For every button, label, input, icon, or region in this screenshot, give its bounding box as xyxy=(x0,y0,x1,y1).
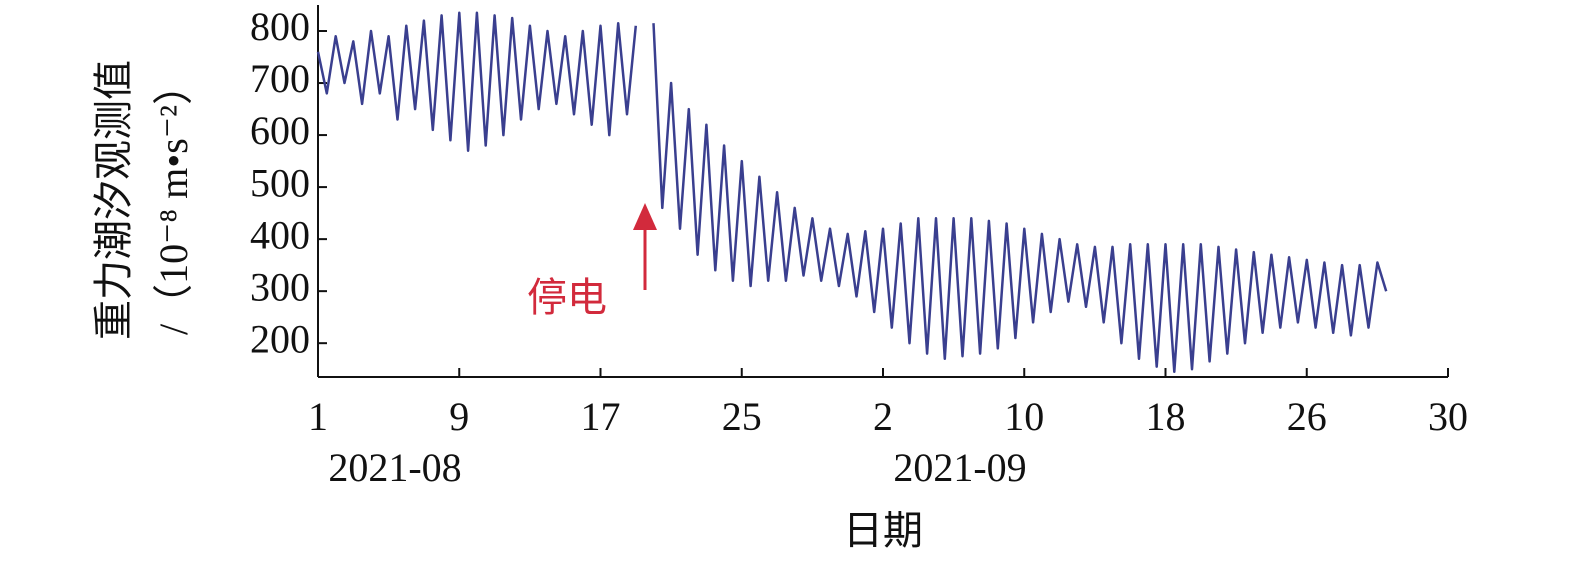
x-tick-label: 1 xyxy=(308,394,328,439)
x-tick-label: 17 xyxy=(581,394,621,439)
x-tick-label: 30 xyxy=(1428,394,1468,439)
x-axis-label: 日期 xyxy=(843,508,923,553)
data-line xyxy=(316,11,1388,374)
y-tick-label: 400 xyxy=(250,212,310,257)
x-tick-label: 25 xyxy=(722,394,762,439)
y-tick-label: 300 xyxy=(250,264,310,309)
y-tick-label: 700 xyxy=(250,56,310,101)
x-tick-label: 26 xyxy=(1287,394,1327,439)
month-label: 2021-08 xyxy=(328,445,461,490)
annotation-text: 停电 xyxy=(527,275,607,320)
x-tick-label: 10 xyxy=(1004,394,1044,439)
x-tick-label: 18 xyxy=(1146,394,1186,439)
y-tick-label: 500 xyxy=(250,160,310,205)
annotation-arrowhead xyxy=(633,203,657,230)
month-label: 2021-09 xyxy=(893,445,1026,490)
y-axis-unit: /（10⁻⁸ m•s⁻²） xyxy=(151,65,196,335)
x-tick-label: 2 xyxy=(873,394,893,439)
y-tick-label: 200 xyxy=(250,316,310,361)
y-axis-label: 重力潮汐观测值 xyxy=(91,60,136,340)
y-tick-label: 600 xyxy=(250,108,310,153)
annotation: 停电 xyxy=(527,203,657,320)
y-tick-label: 800 xyxy=(250,4,310,49)
x-tick-label: 9 xyxy=(449,394,469,439)
